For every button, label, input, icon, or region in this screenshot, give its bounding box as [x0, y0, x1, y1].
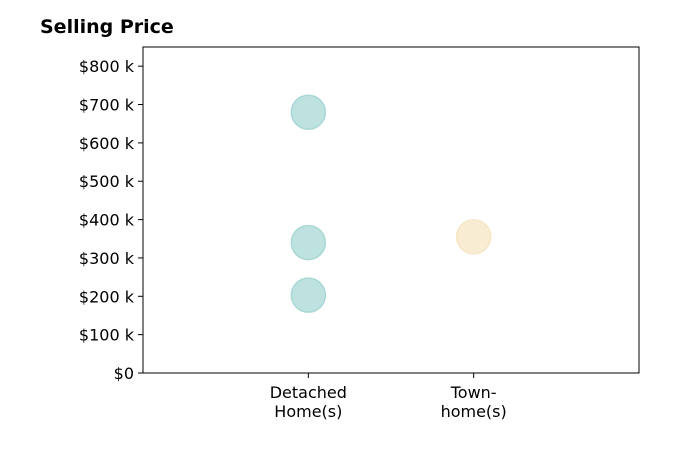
- data-point: [290, 94, 327, 130]
- y-axis: $0 $100 k $200 k $300 k $400 k $500 k $600 k $7…: [79, 57, 143, 383]
- y-tick-label: $300 k: [79, 249, 135, 268]
- y-tick-label: $500 k: [79, 172, 135, 191]
- x-tick-label: Detached Home(s): [270, 383, 347, 421]
- y-tick-label: $700 k: [79, 96, 135, 115]
- y-tick-label: $400 k: [79, 211, 135, 230]
- data-point: [290, 277, 327, 313]
- y-tick-label: $100 k: [79, 326, 135, 345]
- x-axis: Detached Home(s) Town-home(s): [270, 373, 507, 421]
- y-tick-label: $0: [114, 364, 134, 383]
- y-tick-label: $800 k: [79, 57, 135, 76]
- y-tick-label: $600 k: [79, 134, 135, 153]
- x-tick-label-line: Detached: [270, 383, 347, 402]
- x-tick-label-line: home(s): [441, 402, 507, 421]
- data-point: [455, 219, 492, 255]
- x-tick-label-line: Home(s): [274, 402, 342, 421]
- chart-title: Selling Price: [40, 16, 174, 38]
- data-point: [290, 224, 327, 261]
- y-tick-label: $200 k: [79, 287, 135, 306]
- points-layer: [290, 94, 492, 313]
- x-tick-label: Town-home(s): [441, 383, 507, 421]
- x-tick-label-line: Town-: [450, 383, 497, 402]
- plot-area-frame: [142, 46, 640, 374]
